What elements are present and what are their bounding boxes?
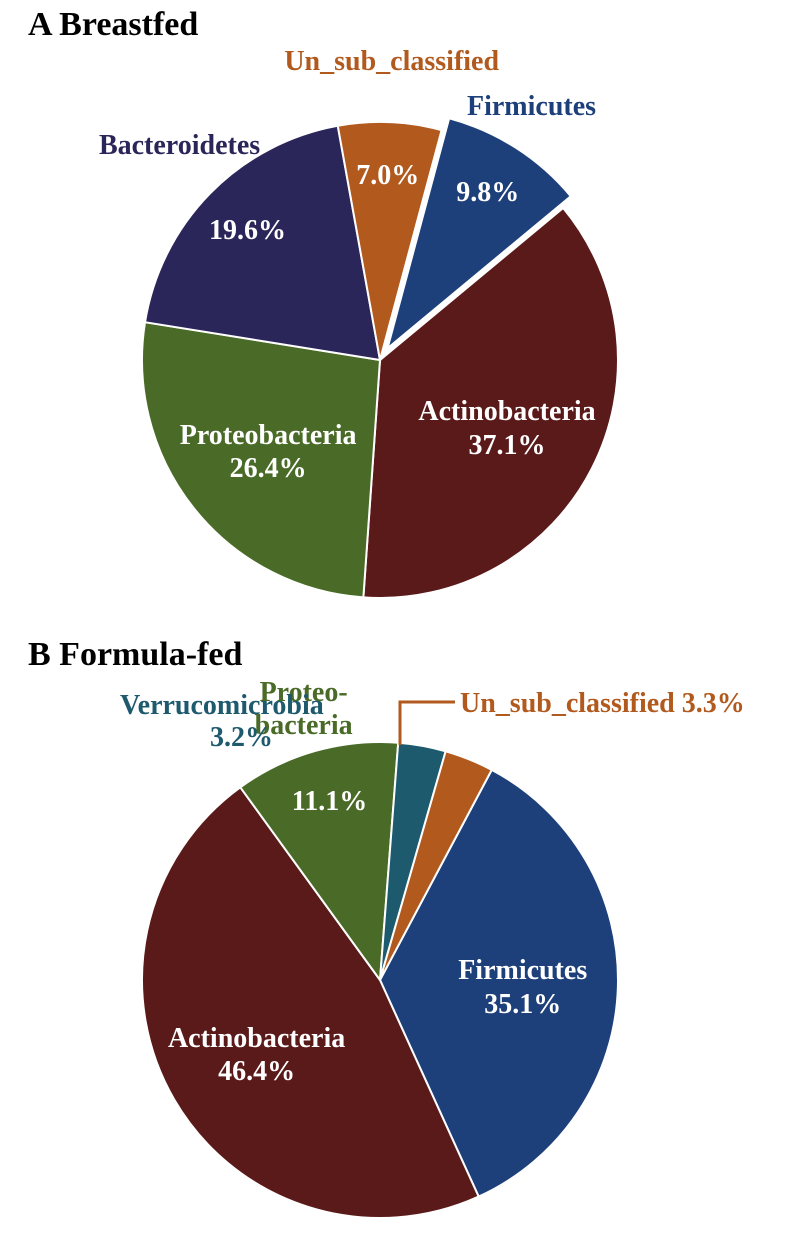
slice-label-firmicutes: Firmicutes 35.1% (403, 954, 643, 1021)
callout-verrucomicrobia: Verrucomicrobia (120, 690, 324, 722)
slice-label-actinobacteria: Actinobacteria 37.1% (387, 395, 627, 462)
slice-name-bacteroidetes: Bacteroidetes (40, 129, 320, 163)
slice-pct-proteo-bacteria: 11.1% (270, 785, 390, 819)
slice-name-firmicutes: Firmicutes (392, 90, 672, 124)
slice-label-proteobacteria: Proteobacteria 26.4% (148, 419, 388, 486)
slice-label-actinobacteria: Actinobacteria 46.4% (137, 1022, 377, 1089)
callout-un-sub-classified: Un_sub_classified 3.3% (460, 688, 745, 720)
slice-pct-un-sub-classified: 7.0% (328, 159, 448, 193)
slice-pct-bacteroidetes: 19.6% (188, 214, 308, 248)
panel-a-breastfed: A Breastfed Firmicutes9.8%Actinobacteria… (0, 0, 797, 620)
slice-name-un-sub-classified: Un_sub_classified (252, 45, 532, 79)
callout-verrucomicrobia-pct: 3.2% (210, 722, 273, 754)
panel-b-formula-fed: B Formula-fed Firmicutes 35.1%Actinobact… (0, 620, 797, 1234)
